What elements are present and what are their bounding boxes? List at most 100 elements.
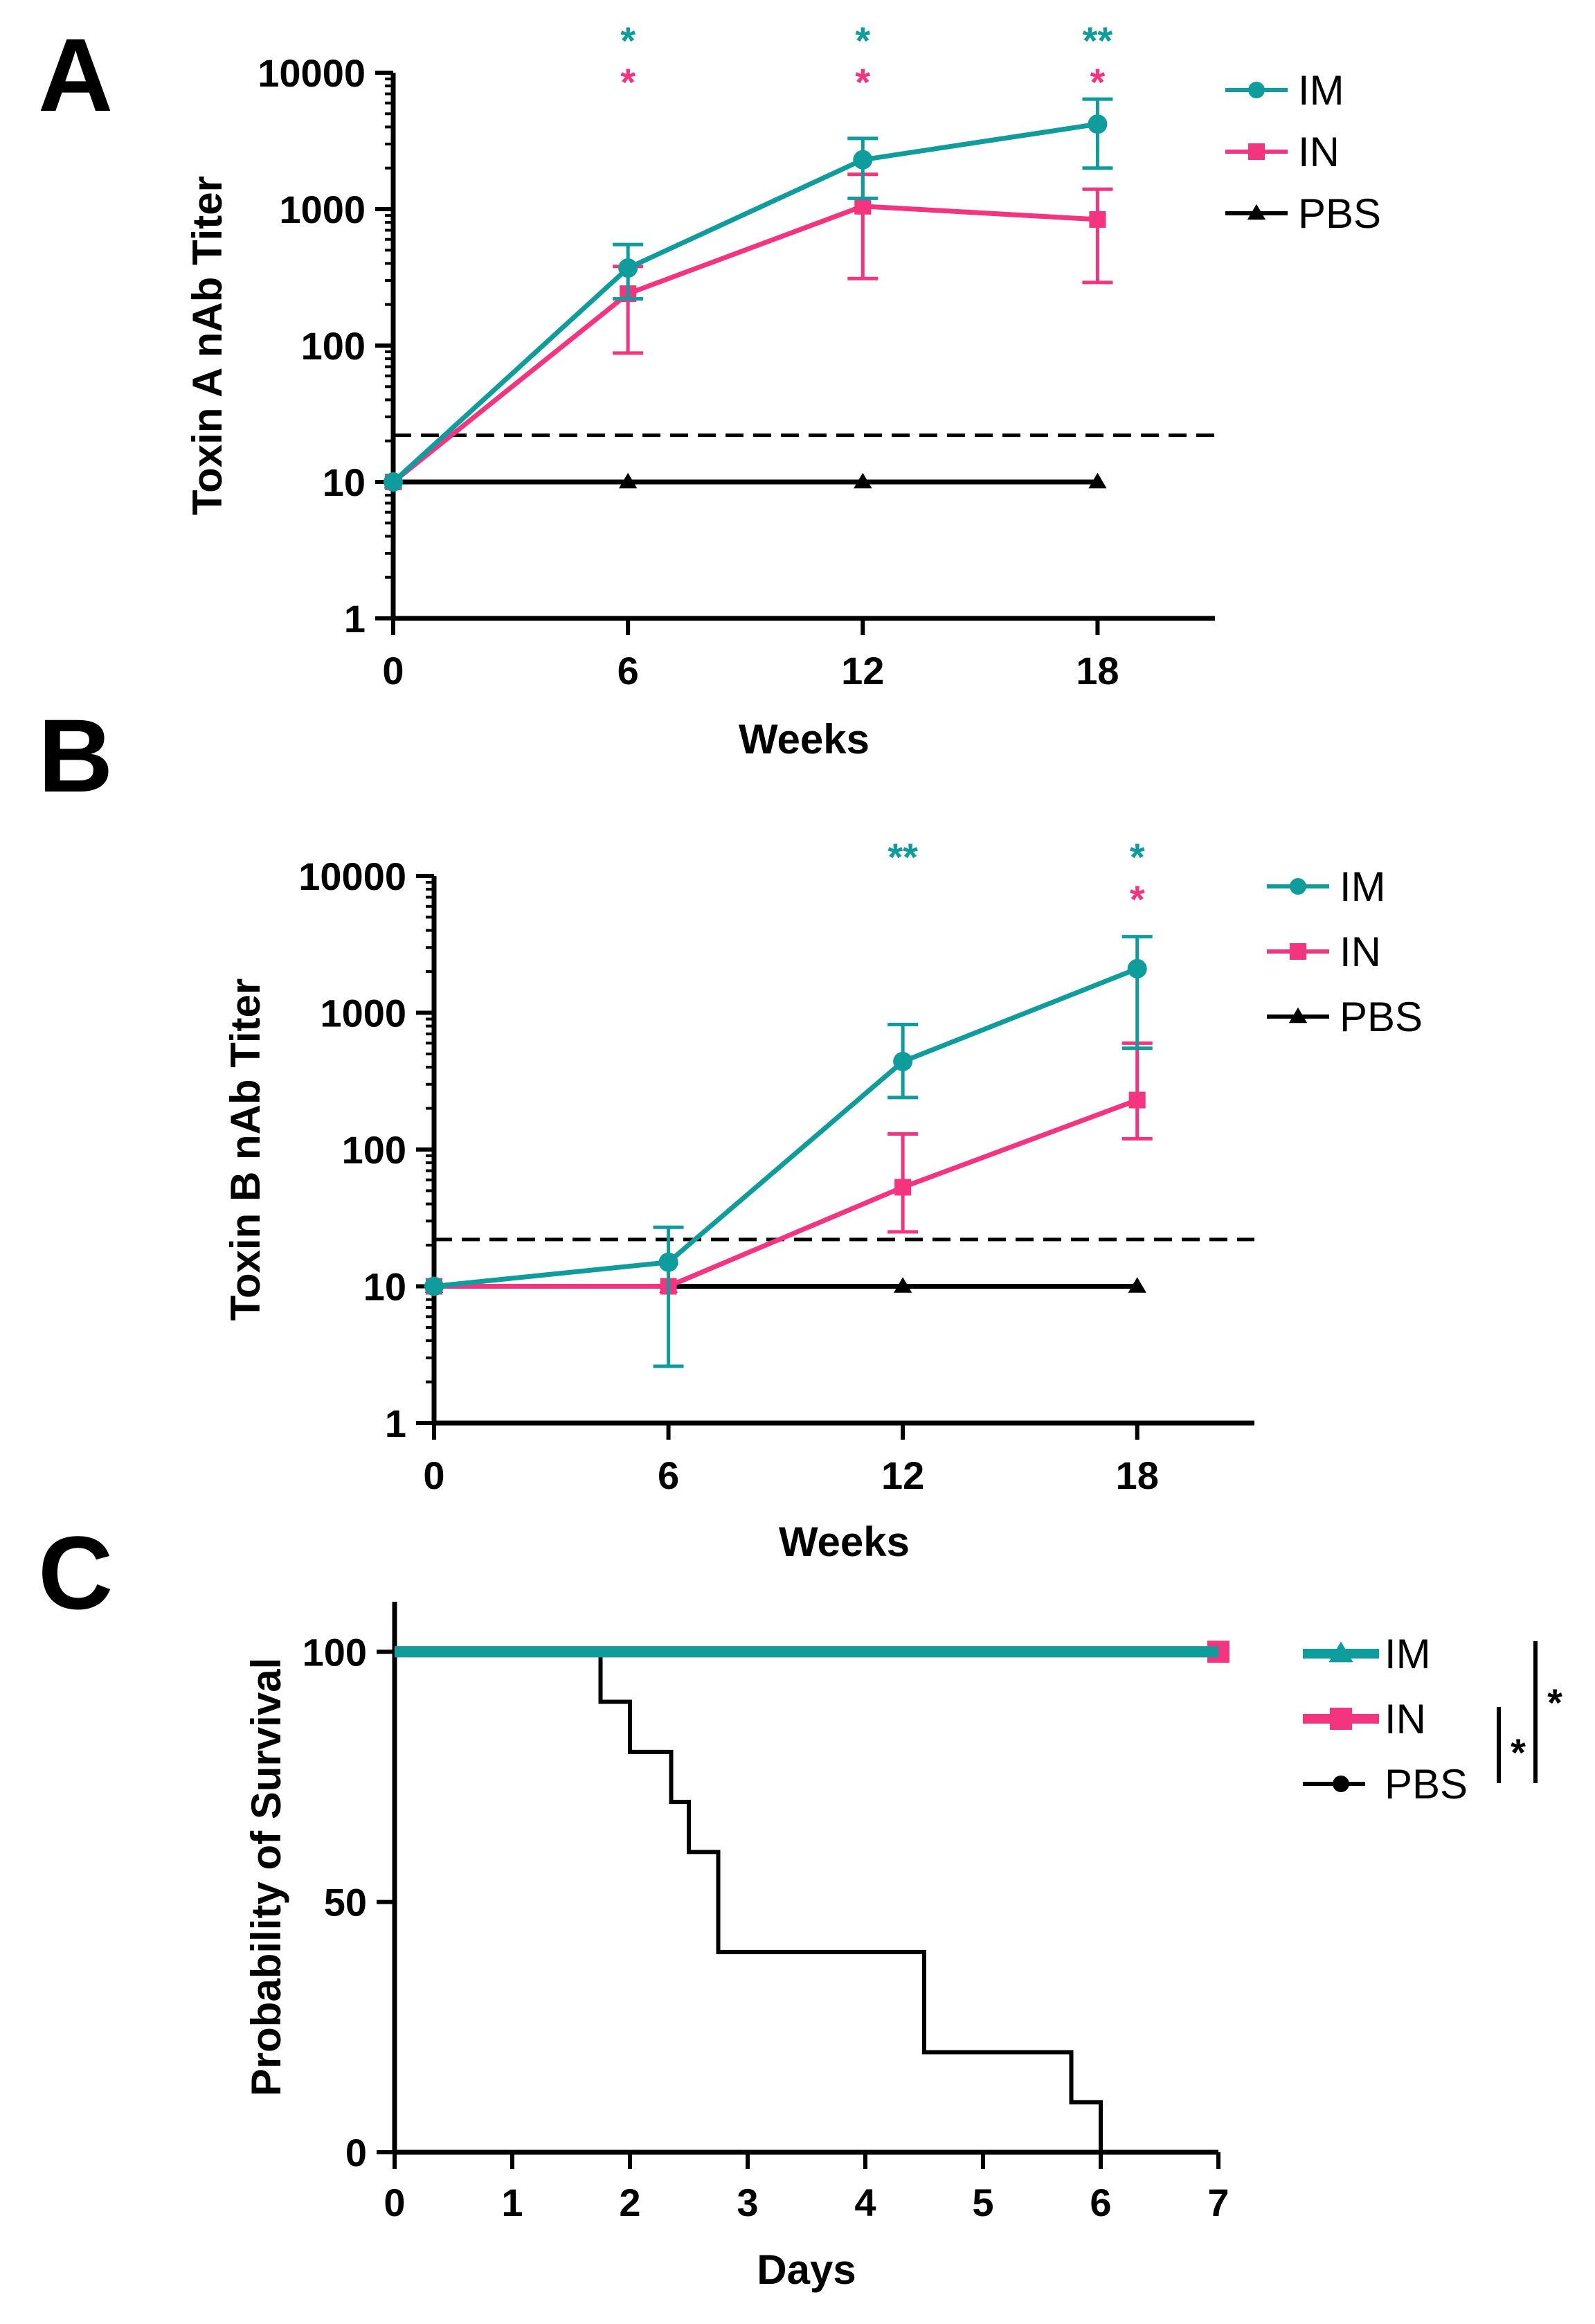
x-tick-label: 6 [618, 649, 639, 692]
legend-label: IM [1385, 1631, 1431, 1677]
legend-label: IM [1298, 67, 1344, 114]
legend-item-in: IN [1225, 129, 1340, 175]
x-tick-label: 0 [382, 649, 404, 692]
legend-item-in: IN [1267, 929, 1381, 975]
data-point-im [893, 1051, 913, 1071]
significance-asterisk: ** [1083, 19, 1113, 62]
y-tick-label: 50 [324, 1881, 367, 1924]
data-point-in [1128, 1091, 1146, 1109]
significance-asterisk: * [1090, 60, 1106, 104]
data-point-in [1089, 211, 1106, 228]
legend-item-pbs: PBS [1225, 190, 1381, 237]
data-point-im [853, 150, 873, 170]
significance-asterisk: * [620, 60, 636, 104]
x-tick-label: 6 [658, 1454, 679, 1497]
y-axis-title: Toxin B nAb Titer [222, 978, 269, 1321]
y-tick-label: 100 [301, 324, 366, 368]
legend-label: PBS [1385, 1761, 1468, 1807]
x-axis-title: Weeks [779, 1519, 910, 1565]
significance-asterisk: * [855, 19, 870, 62]
x-tick-label: 12 [841, 649, 884, 692]
legend-item-im: IM [1267, 864, 1386, 910]
y-tick-label: 1 [385, 1402, 406, 1445]
y-tick-label: 10000 [258, 51, 366, 95]
data-point-pbs [1088, 472, 1107, 489]
data-point-im [424, 1276, 444, 1296]
legend-marker [1290, 943, 1306, 960]
significance-asterisk-outer: * [1547, 1681, 1562, 1724]
x-tick-label: 6 [1090, 2181, 1111, 2224]
panel-letter-a: A [38, 17, 113, 133]
data-point-pbs [1128, 1277, 1146, 1293]
legend-marker [1248, 82, 1265, 98]
legend-label: PBS [1298, 190, 1381, 237]
y-tick-label: 100 [303, 1630, 367, 1674]
panel-letter-b: B [38, 697, 113, 814]
x-axis-title: Days [757, 2246, 856, 2293]
panel-c-survival-chart: 0 50 100 0 1 2 3 4 5 6 7 Days Probability of Surviva… [243, 1602, 1562, 2293]
series-line-pbs [395, 1650, 1103, 2152]
y-tick-label: 0 [345, 2131, 367, 2174]
data-point-im [618, 258, 638, 278]
legend-marker [1333, 1776, 1349, 1792]
panel-letter-c: C [38, 1514, 113, 1631]
legend-label: PBS [1340, 994, 1423, 1040]
series-line-in [434, 1098, 1138, 1289]
data-point-im [1127, 958, 1147, 978]
x-tick-label: 0 [384, 2181, 405, 2224]
y-tick-label: 10 [363, 1265, 406, 1309]
x-tick-label: 12 [881, 1454, 924, 1497]
data-point-in [854, 197, 872, 215]
significance-asterisk: * [855, 60, 870, 104]
x-tick-label: 2 [619, 2181, 640, 2224]
panel-b-toxin-b-chart: 1 10 100 1000 10000 0 6 12 18 Weeks Toxin B nAb Ti… [222, 835, 1423, 1565]
x-tick-label: 5 [972, 2181, 993, 2224]
series-im [424, 935, 1153, 1368]
legend-label: IN [1340, 929, 1381, 975]
x-tick-label: 3 [737, 2181, 758, 2224]
significance-asterisk: * [620, 19, 636, 62]
significance-asterisk-inner: * [1511, 1731, 1526, 1774]
significance-asterisk: * [1130, 877, 1145, 921]
x-tick-label: 18 [1116, 1454, 1159, 1497]
legend-item-im: IM [1225, 67, 1344, 114]
data-point-pbs [854, 472, 872, 489]
series-pbs [395, 1650, 1103, 2152]
legend-item-im: IM [1303, 1631, 1431, 1677]
x-axis-title: Weeks [739, 716, 869, 762]
legend-marker [1247, 204, 1266, 220]
legend-label: IN [1385, 1696, 1426, 1742]
x-tick-label: 18 [1076, 649, 1119, 692]
series-line-im [433, 966, 1139, 1289]
x-tick-label: 1 [501, 2181, 523, 2224]
y-tick-label: 10 [323, 461, 366, 504]
data-point-im [384, 472, 403, 492]
x-tick-label: 0 [423, 1454, 444, 1497]
data-point-in [894, 1179, 912, 1196]
data-point-im [658, 1252, 678, 1272]
series-line-in [391, 204, 1098, 484]
y-tick-label: 100 [342, 1128, 406, 1172]
legend-item-pbs: PBS [1303, 1761, 1468, 1807]
y-tick-label: 1 [344, 597, 366, 641]
series-pbs [384, 472, 1107, 489]
x-tick-label: 7 [1207, 2181, 1229, 2224]
data-point-pbs [618, 472, 638, 489]
y-axis-title: Probability of Survival [243, 1658, 289, 2097]
legend-label: IM [1340, 864, 1386, 910]
significance-asterisk: * [1130, 835, 1145, 879]
significance-asterisk: ** [887, 835, 918, 879]
y-tick-label: 1000 [320, 992, 406, 1035]
legend-marker [1288, 1007, 1308, 1024]
legend-marker [1248, 143, 1265, 160]
legend-item-pbs: PBS [1267, 994, 1423, 1040]
series-im [384, 97, 1113, 492]
legend-marker [1290, 878, 1306, 895]
legend-marker [1328, 1641, 1353, 1663]
panel-a-toxin-a-chart: 1 10 100 1000 10000 0 6 12 18 Weeks Toxin A nAb Ti… [184, 19, 1381, 762]
legend-item-in: IN [1303, 1696, 1426, 1742]
legend-marker [1330, 1708, 1352, 1730]
y-tick-label: 1000 [279, 188, 366, 231]
